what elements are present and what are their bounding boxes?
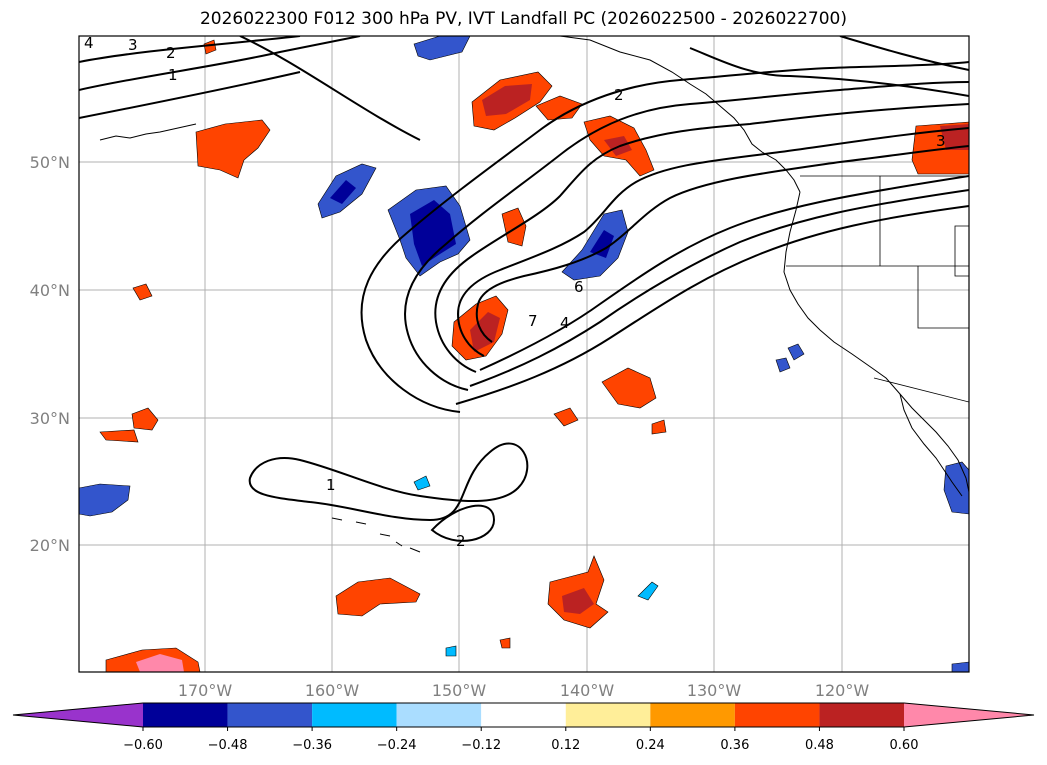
pv-positive-blob [99, 429, 139, 443]
colorbar-segment [13, 703, 143, 727]
pv-negative-blob [79, 483, 131, 517]
pv-positive-blob [136, 654, 184, 672]
hawaii-islands [331, 517, 421, 553]
contour-label: 1 [326, 476, 336, 494]
pv-positive-blob [601, 367, 657, 409]
contour-label: 7 [528, 312, 538, 330]
contour-label: 2 [456, 532, 466, 550]
colorbar-tick-label: 0.48 [805, 738, 834, 753]
map-border [78, 35, 970, 673]
gridlines [79, 36, 969, 672]
colorbar-tick-label: 0.60 [890, 738, 919, 753]
latitude-labels: 50°N 40°N 30°N 20°N [30, 153, 70, 555]
contour-label: 6 [574, 278, 584, 296]
contour-label: 4 [560, 314, 570, 332]
colorbar-tick-label: 0.12 [551, 738, 580, 753]
lat-label: 40°N [30, 281, 70, 300]
ivt-contours [79, 36, 969, 542]
pv-negative-blob [413, 36, 471, 61]
contour-label: 4 [84, 34, 94, 52]
colorbar-tick-label: −0.60 [123, 738, 163, 753]
colorbar: −0.60 −0.48 −0.36 −0.24 −0.12 0.12 0.24 0.36 0.4… [12, 702, 1035, 753]
pv-positive-blob [482, 84, 532, 116]
contour-label: 3 [128, 36, 138, 54]
pv-positive-blob [335, 577, 421, 617]
pv-negative-blob [637, 581, 659, 601]
pv-positive-blob [195, 119, 271, 179]
colorbar-segment [396, 703, 482, 727]
map-title: 2026022300 F012 300 hPa PV, IVT Landfall… [199, 9, 847, 29]
aleutian-islands [99, 123, 197, 141]
contour-label: 2 [614, 86, 624, 104]
contour-label: 3 [936, 132, 946, 150]
pv-negative-blob [787, 343, 805, 361]
pv-negative-blob [590, 230, 614, 258]
colorbar-segment [143, 703, 228, 727]
contour-label: 2 [166, 44, 176, 62]
pv-positive-blob [535, 95, 583, 121]
colorbar-segment [227, 703, 313, 727]
lon-label: 130°W [687, 681, 742, 700]
pv-shading [79, 36, 969, 672]
longitude-labels: 170°W 160°W 150°W 140°W 130°W 120°W [178, 681, 870, 700]
lat-label: 30°N [30, 409, 70, 428]
pv-positive-blob [501, 207, 527, 247]
pv-positive-blob [499, 637, 511, 649]
pv-negative-blob [951, 661, 969, 672]
colorbar-segment [734, 703, 820, 727]
north-america-west-coast [783, 191, 969, 493]
coastlines [99, 36, 969, 553]
lon-label: 140°W [560, 681, 615, 700]
pv-negative-blob [330, 180, 356, 204]
colorbar-tick-label: −0.36 [292, 738, 332, 753]
pv-positive-blob [651, 419, 667, 435]
colorbar-tick-label: −0.24 [377, 738, 417, 753]
lon-label: 150°W [432, 681, 487, 700]
pv-positive-blob [203, 39, 217, 55]
pv-positive-blob [470, 312, 500, 352]
baja-coast [899, 393, 963, 497]
lon-label: 160°W [305, 681, 360, 700]
lat-label: 20°N [30, 536, 70, 555]
lon-label: 120°W [815, 681, 870, 700]
pv-negative-blob [445, 645, 457, 657]
colorbar-tick-label: 0.36 [720, 738, 749, 753]
pv-positive-blob [132, 283, 153, 301]
colorbar-tick-label: −0.12 [461, 738, 501, 753]
contour-label: 1 [168, 66, 178, 84]
colorbar-segment [650, 703, 735, 727]
pv-negative-blob [775, 357, 791, 373]
colorbar-segment [819, 703, 904, 727]
lon-label: 170°W [178, 681, 233, 700]
pv-positive-blob [562, 588, 594, 614]
contour-labels: 4 3 2 1 2 7 6 4 1 2 3 [84, 34, 946, 550]
pv-positive-blob [553, 407, 579, 427]
colorbar-segment [565, 703, 651, 727]
lat-label: 50°N [30, 153, 70, 172]
colorbar-segment [904, 703, 1034, 727]
colorbar-tick-label: 0.24 [636, 738, 665, 753]
pv-positive-blob [131, 407, 159, 431]
pv-negative-blob [413, 475, 431, 491]
alaska-coastline [559, 36, 801, 193]
colorbar-segment [481, 703, 566, 727]
pv-negative-blob [410, 200, 456, 266]
colorbar-tick-label: −0.48 [208, 738, 248, 753]
colorbar-segment [312, 703, 397, 727]
mexico-border [873, 377, 969, 403]
